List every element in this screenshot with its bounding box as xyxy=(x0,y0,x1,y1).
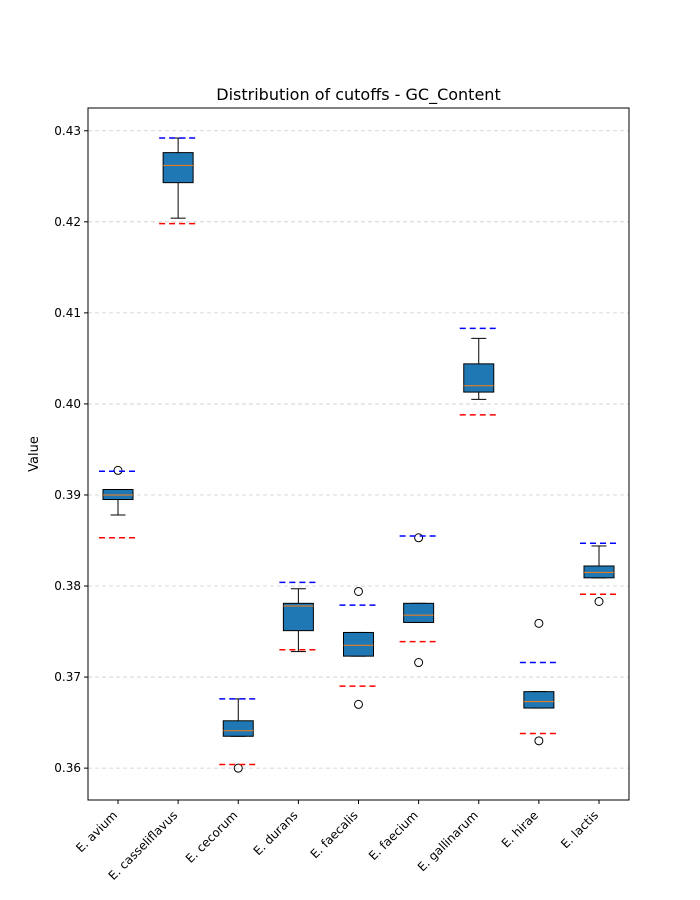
x-tick-label: E. faecalis xyxy=(308,808,361,861)
y-tick-label: 0.38 xyxy=(54,579,81,593)
iqr-box xyxy=(463,363,495,393)
iqr-box xyxy=(282,602,314,632)
outlier-point xyxy=(534,736,544,746)
y-axis-label: Value xyxy=(27,436,42,472)
x-tick-label: E. faecium xyxy=(366,808,421,863)
x-tick-label: E. cecorum xyxy=(183,808,241,866)
y-tick-label: 0.39 xyxy=(54,488,81,502)
outlier-point xyxy=(594,597,604,607)
plot-marks xyxy=(99,137,618,773)
box-group xyxy=(159,137,198,225)
box-group xyxy=(99,465,137,539)
x-tick-label: E. lactis xyxy=(558,808,601,851)
x-tick-label: E. gallinarum xyxy=(415,808,481,874)
box-group xyxy=(580,542,618,607)
y-tick-label: 0.40 xyxy=(54,397,81,411)
outlier-point xyxy=(113,465,123,475)
iqr-box xyxy=(343,631,374,657)
box-group xyxy=(279,581,318,653)
y-tick-label: 0.37 xyxy=(54,670,81,684)
y-tick-label: 0.42 xyxy=(54,215,81,229)
box-group xyxy=(219,698,258,773)
outlier-point xyxy=(354,699,363,709)
iqr-box xyxy=(222,720,254,737)
box-group xyxy=(339,586,378,709)
y-axis: 0.36 0.37 0.38 0.39 0.40 0.41 0.42 0.43 xyxy=(54,124,88,775)
x-tick-label: E. hirae xyxy=(499,808,541,850)
outlier-point xyxy=(534,618,544,628)
iqr-box xyxy=(162,152,194,184)
chart-title: Distribution of cutoffs - GC_Content xyxy=(216,85,500,105)
y-tick-label: 0.41 xyxy=(54,306,81,320)
box-group xyxy=(519,618,558,746)
gridlines xyxy=(88,130,629,769)
iqr-box xyxy=(523,691,555,709)
outlier-point xyxy=(354,586,363,596)
outlier-point xyxy=(414,533,424,543)
outlier-point xyxy=(414,658,424,668)
outlier-point xyxy=(233,763,243,773)
box-group xyxy=(459,327,498,416)
y-tick-label: 0.36 xyxy=(54,761,81,775)
x-tick-label: E. avium xyxy=(73,808,120,855)
iqr-box xyxy=(403,602,435,623)
box-group xyxy=(399,533,438,668)
y-tick-label: 0.43 xyxy=(54,124,81,138)
x-tick-label: E. durans xyxy=(251,808,301,858)
